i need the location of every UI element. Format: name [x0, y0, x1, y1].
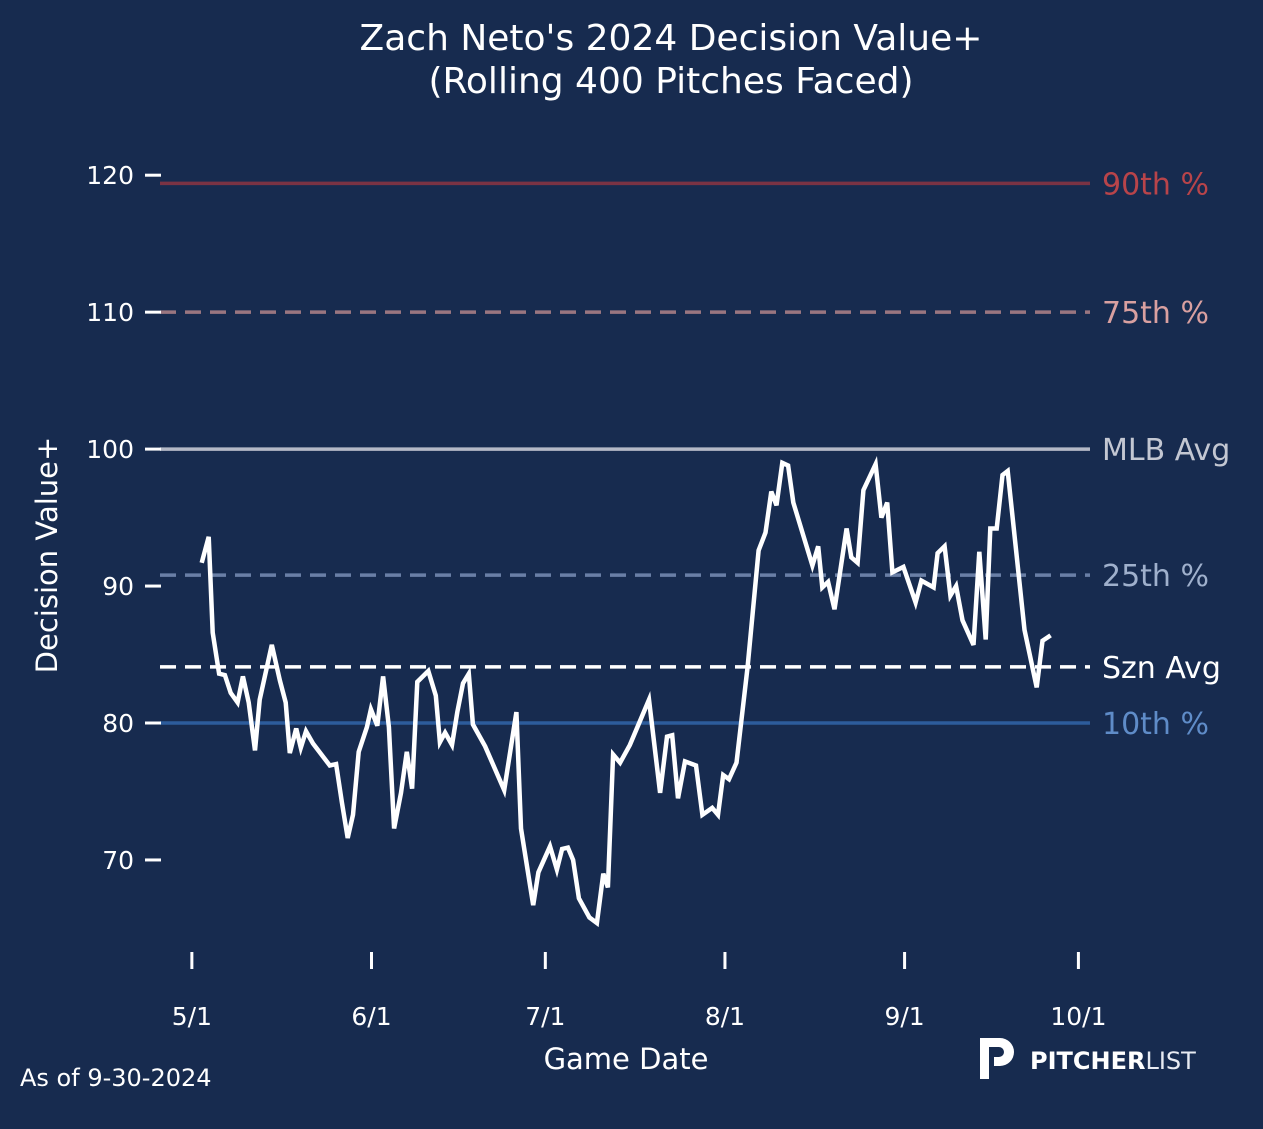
- y-tick-label: 80: [102, 709, 134, 738]
- y-axis: 70 80 90 100 110 120: [86, 161, 161, 875]
- chart-title: Zach Neto's 2024 Decision Value+: [360, 18, 983, 59]
- reference-label-mlb-avg: MLB Avg: [1102, 433, 1230, 468]
- reference-label-10th: 10th %: [1102, 707, 1209, 742]
- y-tick-label: 90: [102, 572, 134, 601]
- reference-label-25th: 25th %: [1102, 559, 1209, 594]
- logo-text-bold: PITCHER: [1030, 1047, 1145, 1075]
- y-axis-label: Decision Value+: [30, 437, 64, 674]
- x-tick-label: 9/1: [884, 1002, 924, 1031]
- y-tick-label: 110: [86, 298, 134, 327]
- reference-label-90th: 90th %: [1102, 167, 1209, 202]
- x-tick-label: 10/1: [1050, 1002, 1106, 1031]
- y-tick-label: 100: [86, 435, 134, 464]
- x-axis-label: Game Date: [544, 1042, 709, 1076]
- reference-label-75th: 75th %: [1102, 296, 1209, 331]
- pitcherlist-p-icon: [980, 1038, 1014, 1079]
- x-tick-label: 6/1: [351, 1002, 391, 1031]
- y-tick-label: 120: [86, 161, 134, 190]
- y-tick-label: 70: [102, 846, 134, 875]
- svg-text:PITCHERLIST: PITCHERLIST: [1030, 1047, 1196, 1075]
- x-tick-label: 8/1: [705, 1002, 745, 1031]
- logo-text-light: LIST: [1145, 1047, 1196, 1075]
- x-tick-label: 7/1: [525, 1002, 565, 1031]
- x-tick-label: 5/1: [172, 1002, 212, 1031]
- reference-label-szn-avg: Szn Avg: [1102, 651, 1221, 686]
- x-axis: 5/1 6/1 7/1 8/1 9/1 10/1: [172, 952, 1106, 1031]
- chart-subtitle: (Rolling 400 Pitches Faced): [428, 61, 913, 102]
- series-layer: [199, 455, 1052, 928]
- as-of-note: As of 9-30-2024: [20, 1064, 212, 1092]
- pitcherlist-logo: PITCHERLIST: [980, 1038, 1196, 1079]
